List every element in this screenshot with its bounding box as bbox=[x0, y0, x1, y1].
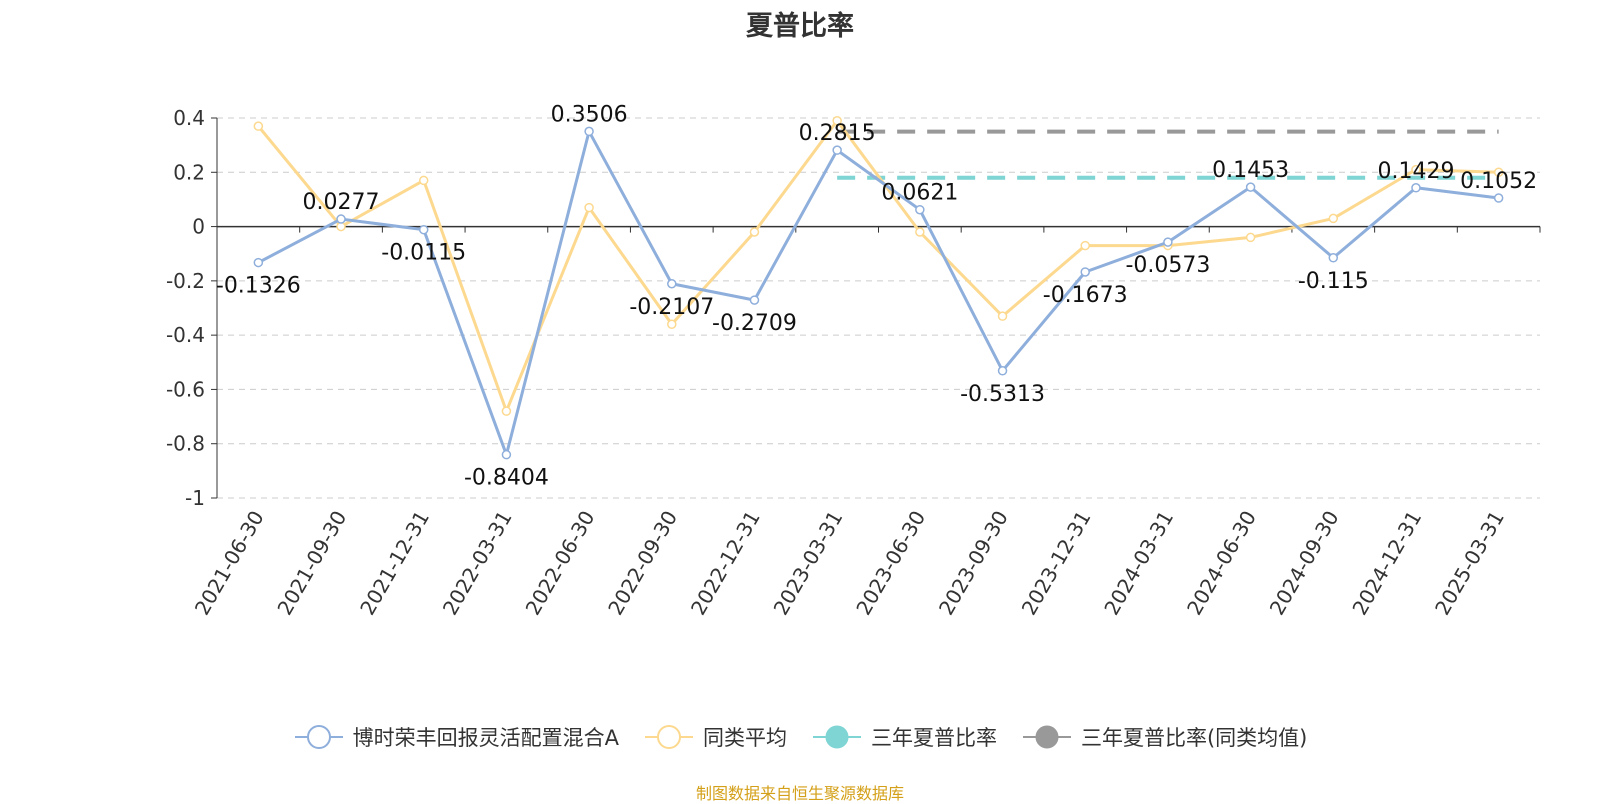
data-point bbox=[1411, 164, 1421, 175]
data-label: -0.1673 bbox=[1043, 283, 1128, 308]
data-label: 0.1429 bbox=[1377, 159, 1454, 184]
data-point bbox=[584, 202, 594, 213]
data-label: -0.1326 bbox=[216, 274, 301, 299]
x-tick-label: 2021-06-30 bbox=[190, 507, 269, 620]
data-label: 0.1052 bbox=[1460, 169, 1537, 194]
data-point bbox=[1493, 167, 1504, 178]
data-label: -0.115 bbox=[1298, 269, 1369, 294]
data-point bbox=[1080, 240, 1090, 251]
data-label: -0.0115 bbox=[381, 241, 466, 266]
x-tick-label: 2021-12-31 bbox=[355, 507, 434, 620]
data-point bbox=[1328, 213, 1339, 224]
data-point bbox=[418, 224, 429, 235]
x-tick-label: 2024-12-31 bbox=[1347, 507, 1426, 620]
x-tick-label: 2023-09-30 bbox=[934, 507, 1013, 620]
y-tick-label: -0.2 bbox=[166, 269, 205, 293]
data-point bbox=[1080, 267, 1090, 277]
legend-label: 同类平均 bbox=[702, 726, 787, 750]
grid-layer bbox=[217, 117, 1540, 499]
data-point bbox=[915, 227, 925, 237]
data-point bbox=[1163, 237, 1173, 247]
reference-lines-layer bbox=[837, 129, 1499, 180]
data-point bbox=[584, 126, 594, 137]
legend-item[interactable]: 三年夏普比率(同类均值) bbox=[1021, 722, 1307, 752]
data-point bbox=[667, 319, 677, 330]
y-tick-label: -0.4 bbox=[166, 323, 205, 347]
data-point bbox=[1493, 193, 1504, 203]
legend-item[interactable]: 三年夏普比率 bbox=[811, 722, 997, 752]
data-point bbox=[336, 214, 346, 224]
data-point bbox=[1245, 232, 1256, 243]
data-label: -0.8404 bbox=[464, 466, 549, 491]
series-layer bbox=[253, 115, 1504, 460]
x-tick-label: 2023-12-31 bbox=[1017, 507, 1096, 620]
data-point bbox=[1411, 183, 1421, 193]
x-tick-label: 2023-03-31 bbox=[769, 507, 848, 620]
x-tick-label: 2022-12-31 bbox=[686, 507, 765, 620]
data-point bbox=[253, 257, 264, 268]
data-label: -0.2107 bbox=[629, 295, 714, 320]
data-point bbox=[418, 175, 429, 186]
data-point bbox=[749, 227, 760, 237]
y-tick-label: 0 bbox=[192, 215, 205, 239]
data-label: -0.5313 bbox=[960, 382, 1045, 407]
chart-title: 夏普比率 bbox=[746, 11, 854, 42]
data-point bbox=[915, 204, 925, 215]
legend: 博时荣丰回报灵活配置混合A 同类平均 三年夏普比率 三年夏普比率(同类均值) bbox=[0, 722, 1600, 752]
x-tick-label: 2025-03-31 bbox=[1430, 507, 1509, 620]
data-labels-layer: -0.1326 0.0277 -0.0115 -0.8404 0.3506 -0.2107… bbox=[216, 102, 1537, 490]
legend-label: 三年夏普比率(同类均值) bbox=[1080, 726, 1308, 750]
x-tick-label: 2024-09-30 bbox=[1265, 507, 1344, 620]
data-label: 0.2815 bbox=[799, 121, 876, 146]
legend-label: 博时荣丰回报灵活配置混合A bbox=[352, 726, 619, 750]
data-point bbox=[501, 449, 512, 460]
data-point bbox=[997, 311, 1008, 321]
source-note: 制图数据来自恒生聚源数据库 bbox=[695, 784, 904, 803]
series-line bbox=[257, 129, 1499, 457]
data-point bbox=[253, 121, 264, 131]
x-tick-label: 2024-06-30 bbox=[1182, 507, 1261, 620]
data-point bbox=[1245, 182, 1256, 192]
legend-swatch-icon bbox=[1022, 725, 1071, 749]
x-tick-label: 2023-06-30 bbox=[851, 507, 930, 620]
legend-swatch-icon bbox=[644, 725, 693, 749]
y-tick-label: 0.2 bbox=[173, 160, 205, 184]
data-point bbox=[997, 366, 1008, 376]
data-label: 0.3506 bbox=[551, 102, 628, 127]
data-label: 0.0277 bbox=[303, 190, 380, 215]
data-point bbox=[749, 295, 760, 305]
series-line bbox=[257, 119, 1499, 413]
data-label: -0.2709 bbox=[712, 311, 797, 336]
y-tick-label: -0.6 bbox=[166, 377, 205, 401]
data-point bbox=[832, 115, 842, 126]
x-tick-label: 2022-06-30 bbox=[521, 507, 600, 620]
data-point bbox=[501, 406, 512, 416]
data-point bbox=[667, 279, 677, 289]
legend-item[interactable]: 博时荣丰回报灵活配置混合A bbox=[293, 722, 619, 752]
data-label: 0.0621 bbox=[881, 181, 958, 206]
y-tick-label: -1 bbox=[185, 486, 205, 510]
data-point bbox=[832, 145, 842, 155]
y-tick-label: -0.8 bbox=[166, 432, 205, 456]
legend-swatch-icon bbox=[294, 725, 343, 749]
data-label: -0.0573 bbox=[1125, 253, 1210, 278]
legend-label: 三年夏普比率 bbox=[870, 726, 997, 750]
data-label: 0.1453 bbox=[1212, 158, 1289, 183]
x-tick-label: 2024-03-31 bbox=[1099, 507, 1178, 620]
x-tick-label: 2022-03-31 bbox=[438, 507, 517, 620]
data-point bbox=[1328, 253, 1339, 263]
x-tick-label: 2021-09-30 bbox=[272, 507, 351, 620]
legend-item[interactable]: 同类平均 bbox=[643, 722, 787, 752]
legend-swatch-icon bbox=[812, 725, 861, 749]
x-tick-label: 2022-09-30 bbox=[603, 507, 682, 620]
y-tick-label: 0.4 bbox=[173, 106, 205, 130]
